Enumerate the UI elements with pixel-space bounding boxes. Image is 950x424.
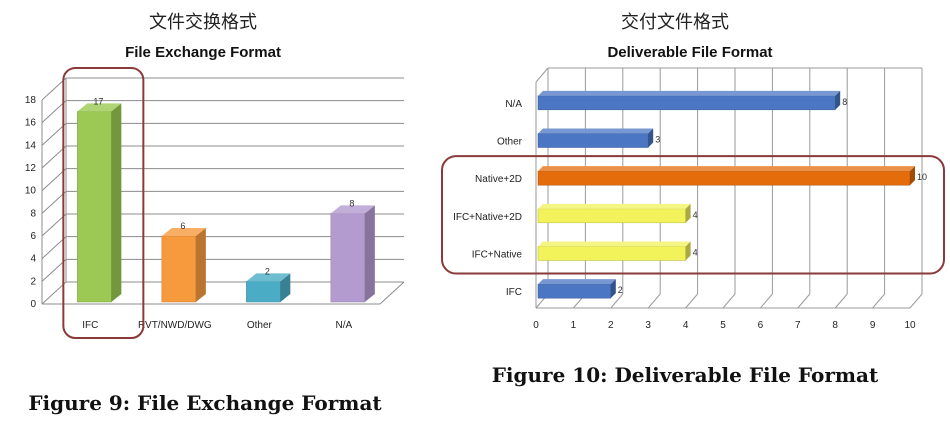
right-chart-bars bbox=[537, 90, 915, 299]
right-bar-ifc-native-2d bbox=[537, 203, 691, 224]
right-category-label: IFC+Native bbox=[472, 250, 523, 261]
right-category-labels: N/A Other Native+2D IFC+Native+2D IFC+Native… bbox=[453, 99, 523, 298]
left-value-label: 17 bbox=[93, 96, 103, 106]
right-x-tick-label: 10 bbox=[904, 320, 916, 331]
left-figure-caption: Figure 9: File Exchange Format bbox=[28, 391, 382, 415]
right-value-label: 4 bbox=[693, 210, 698, 220]
left-value-label: 8 bbox=[349, 198, 354, 208]
left-bar-rvt-nwd-dwg bbox=[161, 228, 206, 303]
right-category-label: N/A bbox=[505, 99, 522, 110]
right-bar-native-2d bbox=[537, 166, 915, 186]
right-x-tick-label: 6 bbox=[758, 320, 764, 331]
right-x-axis-ticks: 0 1 2 3 4 5 6 7 8 9 10 bbox=[533, 320, 916, 331]
right-bar-n-a bbox=[537, 90, 841, 111]
right-category-label: IFC+Native+2D bbox=[453, 212, 522, 223]
left-y-tick-label: 8 bbox=[30, 208, 36, 219]
left-value-label: 6 bbox=[180, 221, 185, 231]
right-value-label: 10 bbox=[917, 172, 927, 182]
left-chart-gridlines bbox=[41, 77, 405, 305]
left-bar-ifc bbox=[77, 103, 122, 303]
left-category-label: N/A bbox=[336, 320, 353, 331]
left-y-tick-label: 12 bbox=[25, 163, 37, 174]
left-y-tick-label: 4 bbox=[30, 254, 36, 265]
right-highlight-box bbox=[441, 155, 945, 275]
right-x-tick-label: 2 bbox=[608, 320, 614, 331]
right-bar-ifc-native bbox=[537, 241, 691, 261]
right-x-tick-label: 8 bbox=[832, 320, 838, 331]
left-y-tick-label: 2 bbox=[30, 276, 36, 287]
right-x-tick-label: 5 bbox=[720, 320, 726, 331]
right-value-label: 3 bbox=[655, 135, 660, 145]
left-y-tick-label: 0 bbox=[30, 299, 36, 310]
right-bar-ifc bbox=[537, 279, 616, 299]
right-x-tick-label: 0 bbox=[533, 320, 539, 331]
left-category-label: IFC bbox=[82, 320, 98, 331]
right-value-label: 4 bbox=[693, 248, 698, 258]
right-chinese-title: 交付文件格式 bbox=[621, 12, 729, 33]
right-x-tick-label: 9 bbox=[870, 320, 876, 331]
right-x-tick-label: 7 bbox=[795, 320, 801, 331]
left-highlight-box bbox=[62, 67, 145, 339]
left-bar-other bbox=[246, 273, 291, 303]
left-bar-n-a bbox=[330, 205, 375, 303]
right-category-label: Other bbox=[497, 137, 523, 148]
left-chart-title: File Exchange Format bbox=[125, 44, 281, 61]
right-figure-caption: Figure 10: Deliverable File Format bbox=[492, 363, 879, 387]
left-y-tick-label: 10 bbox=[25, 186, 37, 197]
right-x-tick-label: 3 bbox=[645, 320, 651, 331]
right-value-label: 2 bbox=[618, 285, 623, 295]
left-chart-bars bbox=[77, 103, 375, 303]
left-chinese-title: 文件交换格式 bbox=[149, 12, 257, 33]
left-category-label: Other bbox=[247, 320, 273, 331]
right-category-label: IFC bbox=[506, 287, 522, 298]
left-value-labels: 17 6 2 8 bbox=[93, 96, 354, 276]
right-x-tick-label: 4 bbox=[683, 320, 689, 331]
right-chart-title: Deliverable File Format bbox=[607, 44, 772, 61]
left-y-axis-ticks: 0 2 4 6 8 10 12 14 16 18 bbox=[25, 95, 37, 310]
right-value-label: 8 bbox=[842, 97, 847, 107]
left-value-label: 2 bbox=[265, 266, 270, 276]
right-x-tick-label: 1 bbox=[571, 320, 577, 331]
left-y-tick-label: 18 bbox=[25, 95, 37, 106]
right-bar-other bbox=[537, 128, 654, 148]
left-category-labels: IFC RVT/NWD/DWG Other N/A bbox=[82, 320, 352, 331]
right-value-labels: 8 3 10 4 4 2 bbox=[618, 97, 927, 295]
left-category-label: RVT/NWD/DWG bbox=[138, 320, 212, 331]
left-y-tick-label: 6 bbox=[30, 231, 36, 242]
left-y-tick-label: 16 bbox=[25, 118, 37, 129]
right-category-label: Native+2D bbox=[475, 174, 522, 185]
left-y-tick-label: 14 bbox=[25, 140, 37, 151]
